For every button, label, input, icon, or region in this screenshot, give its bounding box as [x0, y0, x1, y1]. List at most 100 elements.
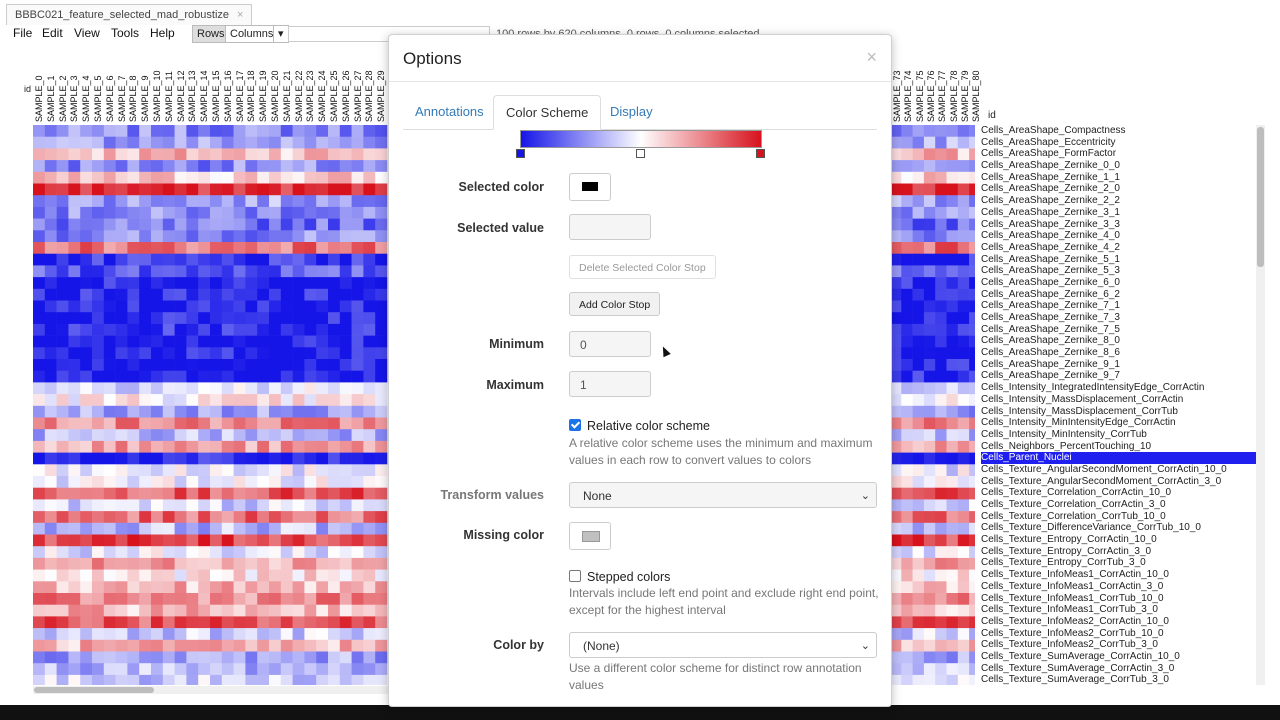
heatmap-cell[interactable] — [115, 569, 128, 582]
heatmap-cell[interactable] — [221, 569, 234, 582]
heatmap-cell[interactable] — [269, 335, 282, 348]
heatmap-cell[interactable] — [269, 359, 282, 371]
column-header[interactable]: SAMPLE_14 — [199, 70, 210, 122]
heatmap-cell[interactable] — [292, 323, 305, 336]
delete-color-stop-button[interactable]: Delete Selected Color Stop — [569, 255, 716, 279]
heatmap-cell[interactable] — [339, 148, 352, 161]
heatmap-cell[interactable] — [890, 429, 902, 442]
heatmap-cell[interactable] — [316, 288, 329, 301]
heatmap-cell[interactable] — [316, 674, 329, 685]
heatmap-cell[interactable] — [923, 593, 936, 605]
heatmap-cell[interactable] — [257, 370, 270, 383]
heatmap-cell[interactable] — [233, 136, 246, 149]
heatmap-cell[interactable] — [957, 277, 970, 290]
heatmap-cell[interactable] — [92, 417, 105, 430]
heatmap-cell[interactable] — [198, 663, 211, 676]
heatmap-cell[interactable] — [923, 639, 936, 652]
heatmap-cell[interactable] — [912, 557, 925, 570]
heatmap-cell[interactable] — [304, 593, 317, 605]
heatmap-cell[interactable] — [339, 522, 352, 535]
heatmap-cell[interactable] — [339, 218, 352, 231]
menu-view[interactable]: View — [74, 26, 100, 40]
heatmap-cell[interactable] — [912, 148, 925, 161]
heatmap-cell[interactable] — [115, 452, 128, 465]
heatmap-cell[interactable] — [115, 323, 128, 336]
heatmap-cell[interactable] — [198, 464, 211, 477]
column-header[interactable]: SAMPLE_80 — [971, 70, 982, 122]
heatmap-cell[interactable] — [339, 230, 352, 243]
heatmap-cell[interactable] — [80, 242, 93, 254]
heatmap-cell[interactable] — [221, 277, 234, 290]
heatmap-cell[interactable] — [890, 218, 902, 231]
heatmap-cell[interactable] — [890, 195, 902, 208]
heatmap-cell[interactable] — [890, 171, 902, 184]
heatmap-cell[interactable] — [351, 312, 364, 325]
heatmap-cell[interactable] — [210, 440, 223, 453]
heatmap-cell[interactable] — [92, 546, 105, 559]
heatmap-cell[interactable] — [923, 417, 936, 430]
heatmap-cell[interactable] — [901, 429, 913, 442]
heatmap-cell[interactable] — [68, 557, 81, 570]
heatmap-cell[interactable] — [328, 663, 341, 676]
heatmap-cell[interactable] — [257, 639, 270, 652]
heatmap-cell[interactable] — [44, 370, 57, 383]
heatmap-cell[interactable] — [946, 557, 959, 570]
heatmap-cell[interactable] — [198, 440, 211, 453]
heatmap-cell[interactable] — [257, 288, 270, 301]
heatmap-cell[interactable] — [339, 534, 352, 547]
heatmap-cell[interactable] — [92, 394, 105, 407]
column-header[interactable]: SAMPLE_16 — [222, 70, 233, 122]
heatmap-cell[interactable] — [115, 206, 128, 219]
heatmap-cell[interactable] — [139, 464, 152, 477]
heatmap-cell[interactable] — [375, 569, 388, 582]
heatmap-cell[interactable] — [935, 359, 947, 371]
heatmap-cell[interactable] — [139, 277, 152, 290]
heatmap-cell[interactable] — [901, 230, 913, 243]
heatmap-cell[interactable] — [127, 312, 140, 325]
heatmap-cell[interactable] — [139, 452, 152, 465]
heatmap-cell[interactable] — [890, 206, 902, 219]
heatmap-cell[interactable] — [115, 628, 128, 641]
heatmap-cell[interactable] — [174, 604, 187, 617]
heatmap-cell[interactable] — [92, 616, 105, 629]
heatmap-cell[interactable] — [245, 242, 258, 254]
heatmap-cell[interactable] — [198, 148, 211, 161]
heatmap-cell[interactable] — [56, 382, 69, 395]
heatmap-cell[interactable] — [68, 604, 81, 617]
heatmap-cell[interactable] — [269, 663, 282, 676]
heatmap-cell[interactable] — [151, 593, 164, 605]
heatmap-cell[interactable] — [257, 522, 270, 535]
heatmap-cell[interactable] — [33, 522, 46, 535]
heatmap-cell[interactable] — [292, 148, 305, 161]
heatmap-cell[interactable] — [339, 511, 352, 524]
heatmap-cell[interactable] — [44, 522, 57, 535]
heatmap-cell[interactable] — [56, 335, 69, 348]
heatmap-cell[interactable] — [44, 347, 57, 360]
heatmap-cell[interactable] — [339, 464, 352, 477]
heatmap-cell[interactable] — [339, 639, 352, 652]
heatmap-cell[interactable] — [33, 253, 46, 266]
heatmap-cell[interactable] — [257, 312, 270, 325]
heatmap-cell[interactable] — [139, 476, 152, 488]
heatmap-cell[interactable] — [257, 616, 270, 629]
heatmap-cell[interactable] — [245, 125, 258, 137]
heatmap-cell[interactable] — [210, 674, 223, 685]
heatmap-cell[interactable] — [923, 242, 936, 254]
heatmap-cell[interactable] — [363, 230, 376, 243]
heatmap-cell[interactable] — [269, 546, 282, 559]
heatmap-cell[interactable] — [969, 651, 975, 664]
heatmap-cell[interactable] — [68, 674, 81, 685]
row-label[interactable]: Cells_AreaShape_Eccentricity — [981, 136, 1116, 148]
heatmap-cell[interactable] — [257, 534, 270, 547]
heatmap-cell[interactable] — [174, 136, 187, 149]
heatmap-cell[interactable] — [44, 265, 57, 278]
heatmap-cell[interactable] — [68, 242, 81, 254]
heatmap-cell[interactable] — [328, 581, 341, 594]
heatmap-cell[interactable] — [151, 300, 164, 313]
heatmap-cell[interactable] — [186, 522, 199, 535]
heatmap-cell[interactable] — [269, 148, 282, 161]
heatmap-cell[interactable] — [339, 312, 352, 325]
heatmap-cell[interactable] — [115, 265, 128, 278]
heatmap-cell[interactable] — [115, 148, 128, 161]
heatmap-cell[interactable] — [221, 557, 234, 570]
